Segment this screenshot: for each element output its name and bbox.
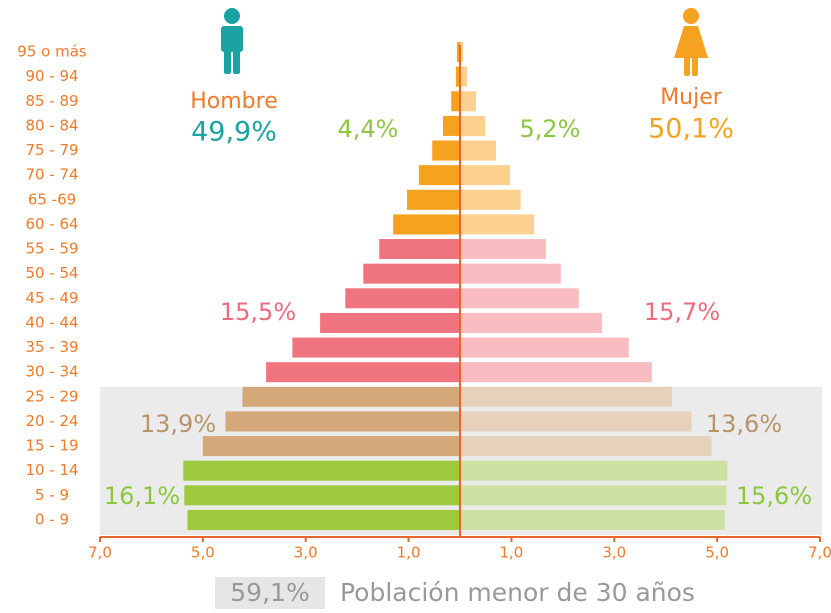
bar — [460, 91, 476, 112]
bar — [460, 263, 561, 284]
bar — [460, 288, 579, 309]
bar — [379, 239, 460, 260]
group-annotation: 4,4% — [338, 115, 399, 143]
bar — [432, 140, 460, 161]
category-label: 50 - 54 — [25, 264, 78, 282]
legend-name: Mujer — [660, 85, 723, 110]
bar — [460, 189, 521, 210]
bar — [242, 386, 460, 407]
category-label: 65 -69 — [28, 190, 76, 208]
bar — [460, 239, 546, 260]
bar — [184, 485, 461, 506]
bar — [187, 509, 460, 530]
highlight-text: Población menor de 30 años — [340, 578, 695, 607]
category-label: 55 - 59 — [25, 240, 78, 258]
bar — [202, 436, 460, 457]
x-tick-label: 1,0 — [499, 544, 523, 562]
bar — [407, 189, 460, 210]
legend-total: 50,1% — [648, 114, 734, 145]
category-label: 5 - 9 — [35, 486, 69, 504]
x-tick-label: 1,0 — [397, 544, 421, 562]
bar — [460, 460, 728, 481]
bar — [345, 288, 460, 309]
category-label: 25 - 29 — [25, 387, 78, 405]
category-label: 15 - 19 — [25, 437, 78, 455]
female-icon — [674, 8, 708, 76]
group-annotation: 5,2% — [520, 115, 581, 143]
bar — [456, 42, 460, 62]
group-annotation: 13,9% — [140, 410, 216, 438]
bar — [460, 485, 727, 506]
category-label: 0 - 9 — [35, 510, 69, 528]
category-label: 30 - 34 — [25, 363, 78, 381]
bar — [460, 509, 725, 530]
group-annotation: 16,1% — [104, 482, 180, 510]
category-label: 85 - 89 — [25, 92, 78, 110]
category-label: 45 - 49 — [25, 289, 78, 307]
bar — [451, 91, 460, 112]
highlight-box — [215, 577, 325, 609]
category-label: 95 o más — [17, 43, 87, 61]
group-annotation: 15,5% — [220, 298, 296, 326]
category-label: 40 - 44 — [25, 313, 78, 331]
bar — [183, 460, 461, 481]
bar — [460, 411, 692, 432]
bar — [460, 362, 652, 383]
x-tick-label: 5,0 — [191, 544, 215, 562]
bar — [460, 214, 535, 235]
x-tick-label: 5,0 — [705, 544, 729, 562]
category-label: 10 - 14 — [25, 461, 78, 479]
bar — [460, 165, 510, 186]
bar — [460, 42, 464, 62]
category-label: 75 - 79 — [25, 141, 78, 159]
category-label: 80 - 84 — [25, 116, 78, 134]
bar — [460, 436, 712, 457]
category-label: 90 - 94 — [25, 67, 78, 85]
legend-name: Hombre — [190, 89, 278, 114]
bar — [320, 312, 460, 333]
bar — [418, 165, 460, 186]
group-annotation: 13,6% — [706, 410, 782, 438]
x-tick-label: 3,0 — [294, 544, 318, 562]
legend-total: 49,9% — [191, 117, 277, 148]
category-label: 35 - 39 — [25, 338, 78, 356]
category-label: 70 - 74 — [25, 166, 78, 184]
bar — [460, 386, 672, 407]
bar — [460, 312, 602, 333]
x-tick-label: 3,0 — [602, 544, 626, 562]
bar — [363, 263, 460, 284]
x-tick-label: 7,0 — [88, 544, 112, 562]
category-label: 20 - 24 — [25, 412, 78, 430]
bar — [460, 66, 468, 87]
bar — [292, 337, 460, 358]
group-annotation: 15,7% — [644, 298, 720, 326]
highlight-value: 59,1% — [230, 578, 309, 607]
category-label: 60 - 64 — [25, 215, 78, 233]
bar — [460, 140, 496, 161]
bar — [393, 214, 460, 235]
bar — [455, 66, 460, 87]
group-annotation: 15,6% — [736, 482, 812, 510]
x-tick-label: 7,0 — [808, 544, 831, 562]
bar — [460, 115, 486, 136]
bar — [266, 362, 460, 383]
bar — [460, 337, 629, 358]
bar — [225, 411, 460, 432]
male-icon — [221, 8, 243, 74]
bar — [443, 115, 460, 136]
